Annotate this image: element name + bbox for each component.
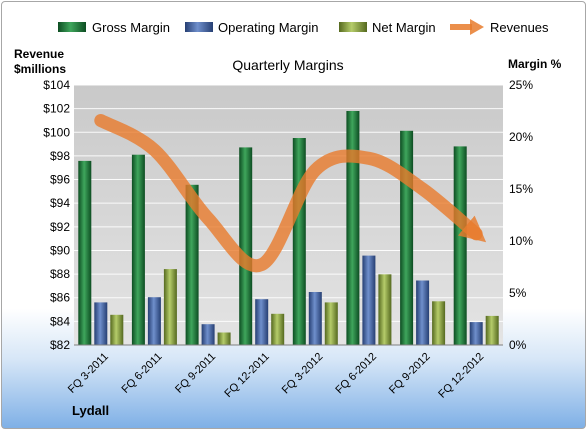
y-right-tick-label: 10% [509, 234, 533, 248]
bar-gross-margin [78, 160, 92, 345]
y-left-tick-label: $88 [50, 267, 70, 281]
y-left-tick-label: $82 [50, 338, 70, 352]
y-right-tick-label: 25% [509, 78, 533, 92]
bar-gross-margin [185, 184, 199, 345]
y-left-tick-label: $98 [50, 149, 70, 163]
y-right-tick-label: 15% [509, 182, 533, 196]
y-left-tick-label: $102 [43, 102, 70, 116]
y-left-tick-label: $100 [43, 125, 70, 139]
bar-net-margin [485, 315, 499, 345]
bar-net-margin [324, 302, 338, 345]
y-right-tick-label: 0% [509, 338, 527, 352]
x-tick-label: FQ 12-2012 [436, 351, 486, 401]
bar-net-margin [271, 313, 285, 345]
bar-operating-margin [469, 322, 483, 345]
y-left-tick-label: $94 [50, 196, 70, 210]
legend-swatch-operating-margin [185, 22, 213, 32]
legend: Gross Margin Operating Margin Net Margin… [58, 19, 549, 35]
legend-item-gross-margin: Gross Margin [58, 20, 170, 35]
x-tick-label: FQ 6-2011 [119, 351, 164, 396]
legend-swatch-net-margin [339, 22, 367, 32]
company-label: Lydall [72, 403, 109, 418]
bar-operating-margin [416, 280, 430, 345]
y-left-axis-title-line1: Revenue [14, 47, 64, 61]
y-left-tick-label: $92 [50, 220, 70, 234]
legend-item-operating-margin: Operating Margin [185, 20, 318, 35]
x-tick-label: FQ 9-2011 [173, 351, 218, 396]
bar-operating-margin [94, 302, 108, 345]
legend-label-net-margin: Net Margin [372, 20, 436, 35]
x-tick-label: FQ 12-2011 [222, 351, 271, 400]
y-right-tick-label: 5% [509, 286, 527, 300]
legend-label-gross-margin: Gross Margin [92, 20, 170, 35]
chart-title: Quarterly Margins [232, 57, 343, 73]
bar-net-margin [110, 314, 124, 345]
x-tick-label: FQ 9-2012 [387, 351, 433, 397]
y-right-axis-title: Margin % [508, 57, 562, 71]
bar-operating-margin [255, 299, 269, 345]
y-left-axis: $82 $84 $86 $88 $90 $92 $94 $96 $98 $100 $102 $104 [43, 78, 70, 352]
legend-label-revenues: Revenues [490, 20, 549, 35]
bar-gross-margin [131, 154, 145, 345]
bar-gross-margin [400, 130, 414, 345]
bar-operating-margin [147, 297, 161, 345]
bar-net-margin [378, 274, 392, 345]
y-right-tick-label: 20% [509, 130, 533, 144]
legend-arrowhead-revenues [470, 19, 484, 35]
bar-net-margin [432, 301, 446, 345]
x-tick-label: FQ 6-2012 [333, 351, 379, 397]
bar-net-margin [217, 332, 231, 345]
revenues-line [94, 114, 487, 273]
y-left-tick-label: $86 [50, 291, 70, 305]
y-left-tick-label: $84 [50, 314, 70, 328]
x-axis: FQ 3-2011 FQ 6-2011 FQ 9-2011 FQ 12-2011 FQ … [66, 351, 486, 401]
legend-item-revenues: Revenues [450, 19, 549, 35]
bar-gross-margin [346, 111, 360, 345]
bar-net-margin [163, 269, 177, 345]
legend-label-operating-margin: Operating Margin [218, 20, 318, 35]
revenues-series [94, 114, 487, 273]
y-right-axis: 0% 5% 10% 15% 20% 25% [509, 78, 533, 352]
x-tick-label: FQ 3-2012 [280, 351, 326, 397]
bar-operating-margin [362, 255, 376, 345]
y-left-tick-label: $96 [50, 173, 70, 187]
bar-gross-margin [453, 146, 467, 345]
legend-swatch-gross-margin [58, 22, 86, 32]
x-tick-label: FQ 3-2011 [66, 351, 111, 396]
bar-gross-margin [292, 138, 306, 345]
y-left-axis-title-line2: $millions [14, 62, 66, 76]
y-left-tick-label: $90 [50, 243, 70, 257]
legend-item-net-margin: Net Margin [339, 20, 436, 35]
bar-operating-margin [308, 292, 322, 345]
y-left-tick-label: $104 [43, 78, 70, 92]
bar-operating-margin [201, 324, 215, 345]
bar-gross-margin [239, 147, 253, 345]
